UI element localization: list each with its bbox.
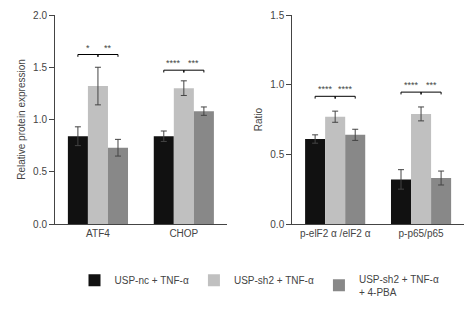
svg-text:0.0: 0.0 <box>270 219 284 230</box>
svg-text:****: **** <box>318 84 333 94</box>
svg-text:CHOP: CHOP <box>169 228 198 239</box>
svg-text:***: *** <box>426 80 437 90</box>
svg-text:****: **** <box>166 58 181 68</box>
svg-text:1.5: 1.5 <box>270 10 284 21</box>
svg-text:Ratio: Ratio <box>253 107 264 131</box>
svg-text:USP-nc + TNF-α: USP-nc + TNF-α <box>115 275 189 286</box>
svg-text:0.5: 0.5 <box>270 149 284 160</box>
svg-text:***: *** <box>188 58 199 68</box>
svg-text:USP-sh2 + TNF-α: USP-sh2 + TNF-α <box>234 275 314 286</box>
svg-text:****: **** <box>404 80 419 90</box>
svg-text:*: * <box>86 43 90 53</box>
svg-text:0.0: 0.0 <box>33 219 47 230</box>
svg-text:USP-sh2 + TNF-α+ 4-PBA: USP-sh2 + TNF-α+ 4-PBA <box>359 274 439 298</box>
svg-text:2.0: 2.0 <box>33 10 47 21</box>
svg-text:Relative protein expression: Relative protein expression <box>16 59 27 180</box>
svg-text:0.5: 0.5 <box>33 166 47 177</box>
svg-text:1.0: 1.0 <box>270 79 284 90</box>
svg-text:**: ** <box>104 43 112 53</box>
svg-text:****: **** <box>338 84 353 94</box>
svg-text:1.0: 1.0 <box>33 114 47 125</box>
svg-text:p-p65/p65: p-p65/p65 <box>399 228 444 239</box>
svg-text:1.5: 1.5 <box>33 62 47 73</box>
svg-text:p-elF2 α /elF2 α: p-elF2 α /elF2 α <box>300 228 371 239</box>
svg-text:ATF4: ATF4 <box>86 228 110 239</box>
